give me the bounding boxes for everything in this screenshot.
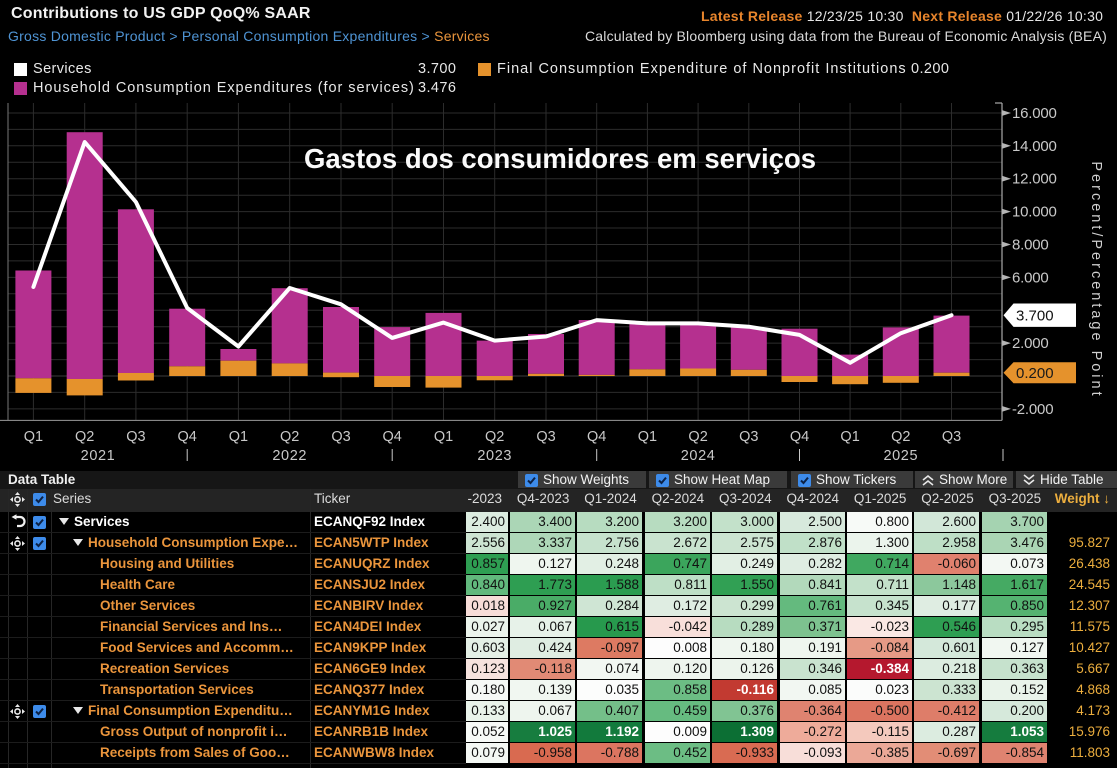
svg-text:-2.000: -2.000 bbox=[1012, 401, 1053, 418]
svg-text:Q1: Q1 bbox=[434, 429, 453, 445]
svg-text:Q4: Q4 bbox=[383, 429, 402, 445]
svg-text:Q1: Q1 bbox=[24, 429, 43, 445]
svg-text:Q3: Q3 bbox=[331, 429, 350, 445]
svg-text:Q2: Q2 bbox=[891, 429, 910, 445]
svg-text:Q3: Q3 bbox=[739, 429, 758, 445]
svg-text:2025: 2025 bbox=[883, 448, 918, 464]
svg-text:Q4: Q4 bbox=[587, 429, 606, 445]
svg-text:Gastos dos consumidores em ser: Gastos dos consumidores em serviços bbox=[304, 143, 816, 174]
svg-text:Percent/Percentage Point: Percent/Percentage Point bbox=[1088, 161, 1104, 398]
svg-text:2.000: 2.000 bbox=[1012, 335, 1049, 352]
svg-text:14.000: 14.000 bbox=[1012, 138, 1057, 155]
svg-text:16.000: 16.000 bbox=[1012, 105, 1057, 122]
svg-text:Q4: Q4 bbox=[790, 429, 809, 445]
svg-text:Q2: Q2 bbox=[485, 429, 504, 445]
svg-text:Q1: Q1 bbox=[638, 429, 657, 445]
svg-text:6.000: 6.000 bbox=[1012, 269, 1049, 286]
svg-text:2022: 2022 bbox=[272, 448, 307, 464]
svg-text:Q2: Q2 bbox=[280, 429, 299, 445]
svg-text:Q1: Q1 bbox=[229, 429, 248, 445]
svg-text:12.000: 12.000 bbox=[1012, 171, 1057, 188]
svg-text:2021: 2021 bbox=[81, 448, 116, 464]
svg-text:2024: 2024 bbox=[681, 448, 716, 464]
svg-text:Q2: Q2 bbox=[688, 429, 707, 445]
svg-text:Q2: Q2 bbox=[75, 429, 94, 445]
svg-text:Q3: Q3 bbox=[126, 429, 145, 445]
svg-text:Q3: Q3 bbox=[536, 429, 555, 445]
svg-text:0.200: 0.200 bbox=[1016, 365, 1054, 382]
svg-text:2023: 2023 bbox=[477, 448, 512, 464]
svg-text:Q1: Q1 bbox=[840, 429, 859, 445]
svg-text:10.000: 10.000 bbox=[1012, 204, 1057, 221]
svg-text:3.700: 3.700 bbox=[1016, 308, 1054, 325]
svg-text:8.000: 8.000 bbox=[1012, 237, 1049, 254]
svg-text:Q4: Q4 bbox=[178, 429, 197, 445]
svg-text:Q3: Q3 bbox=[942, 429, 961, 445]
